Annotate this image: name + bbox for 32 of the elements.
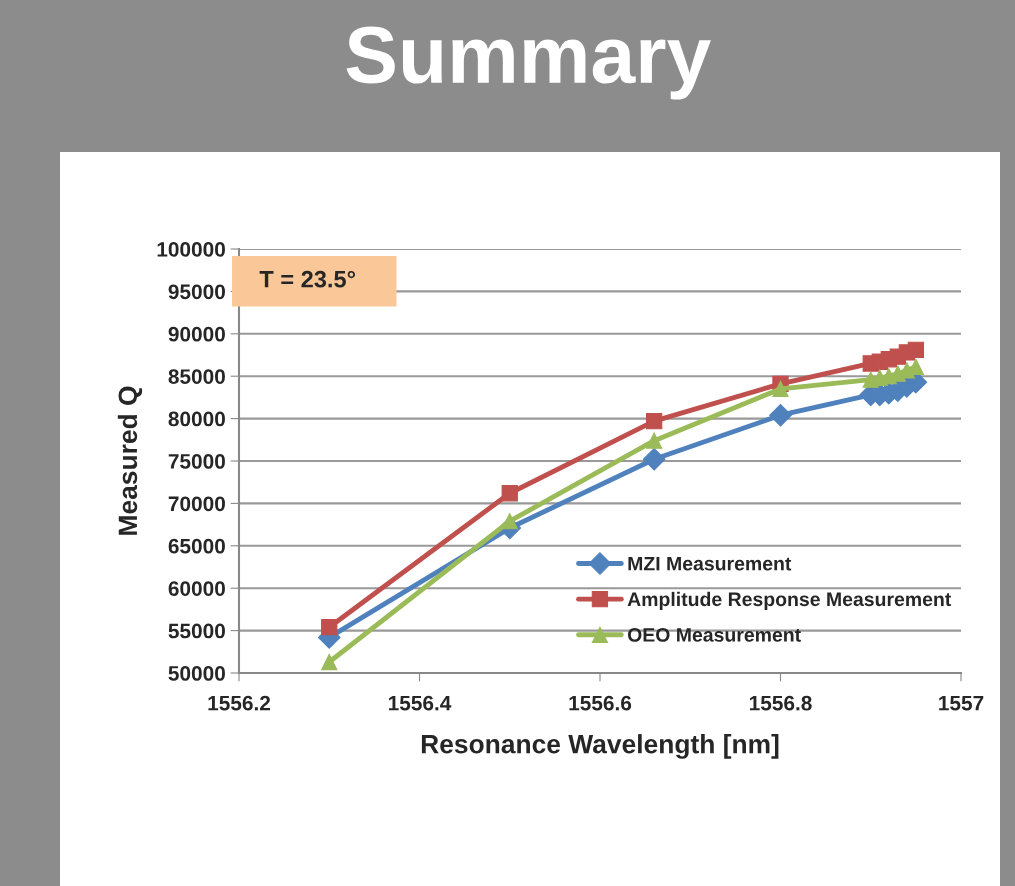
legend-label: MZI Measurement bbox=[628, 556, 792, 571]
x-tick-label: 1556.4 bbox=[388, 695, 452, 711]
point bbox=[772, 380, 789, 398]
point bbox=[642, 447, 666, 471]
y-tick-label: 90000 bbox=[168, 326, 225, 342]
y-tick-label: 50000 bbox=[168, 666, 225, 681]
y-tick-label: 95000 bbox=[168, 284, 225, 300]
point bbox=[645, 412, 663, 430]
legend-label: Amplitude Response Measurement bbox=[627, 591, 952, 610]
annotation: T = 23.5° bbox=[259, 270, 356, 288]
point bbox=[645, 432, 663, 449]
y-tick-label: 60000 bbox=[168, 581, 225, 596]
point bbox=[769, 403, 792, 427]
point bbox=[321, 619, 338, 636]
y-tick-label: 70000 bbox=[168, 496, 225, 512]
chart-title: Summary bbox=[346, 26, 711, 100]
y-tick-label: 80000 bbox=[168, 411, 225, 427]
x-tick-label: 1556.6 bbox=[569, 695, 632, 711]
y-tick-label: 100000 bbox=[157, 242, 225, 257]
point bbox=[501, 485, 518, 502]
point bbox=[321, 653, 338, 671]
x-tick-label: 1556.8 bbox=[749, 695, 812, 711]
x-axis-title: Resonance Wavelength [nm] bbox=[421, 734, 779, 759]
x-tick-label: 1556.2 bbox=[208, 695, 271, 711]
y-tick-label: 75000 bbox=[168, 454, 225, 469]
legend-label: OEO Measurement bbox=[627, 628, 801, 642]
x-tick-label: 1557 bbox=[939, 695, 984, 711]
y-tick-label: 85000 bbox=[168, 369, 225, 384]
y-tick-label: 55000 bbox=[168, 623, 225, 639]
y-axis-title: Measured Q bbox=[117, 386, 143, 535]
point bbox=[907, 341, 925, 359]
y-tick-label: 65000 bbox=[168, 538, 225, 554]
